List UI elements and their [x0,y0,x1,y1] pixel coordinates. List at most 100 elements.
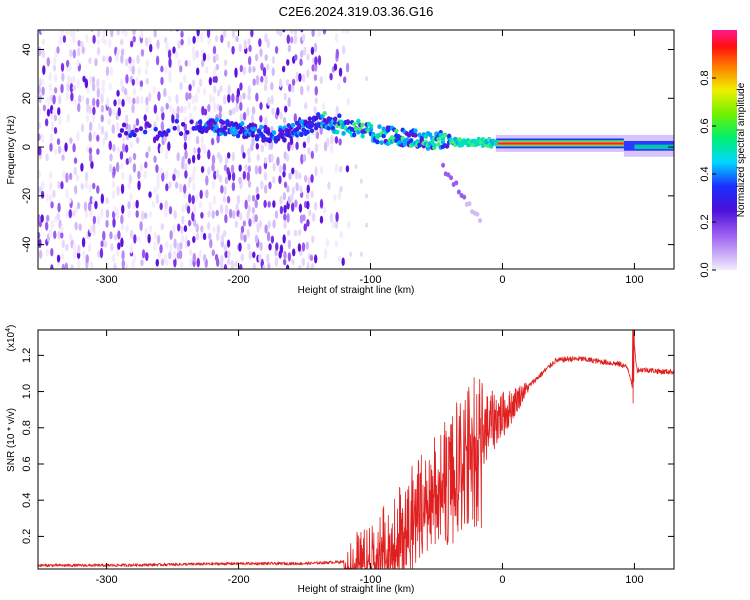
spectrogram-ridge-cell [368,123,374,129]
spectrogram-noise-cell [84,180,89,190]
spectrogram-noise-cell [319,215,324,224]
spectrogram-noise-cell [226,40,231,48]
spectrogram-noise-cell [44,221,49,231]
spectrogram-noise-cell [200,135,204,145]
spectrogram-noise-cell [283,220,287,229]
spectrogram-noise-cell [76,131,80,142]
spectrogram-noise-cell [165,240,169,249]
spectrogram-tail-cell [478,218,483,224]
spectrogram-noise-cell [136,54,140,65]
spectrogram-noise-cell [38,214,41,223]
spectrogram-noise-cell [243,39,247,50]
spectrogram-ridge-cell [417,142,422,148]
spectrogram-noise-cell [96,87,101,99]
spectrogram-ridge-cell [189,119,194,125]
spectrogram-y-tick-label: -40 [21,237,33,253]
spectrogram-noise-cell [121,171,125,180]
spectrogram-noise-cell [207,104,211,112]
spectrogram-noise-cell [153,30,157,38]
spectrogram-noise-cell [52,94,56,105]
spectrogram-noise-cell [139,80,144,87]
spectrogram-noise-cell [212,55,217,64]
spectrogram-noise-cell [41,180,45,191]
spectrogram-ridge-cell [280,131,285,137]
spectrogram-noise-cell [302,214,306,222]
spectrogram-noise-cell [53,215,58,223]
spectrogram-noise-cell [188,176,192,184]
spectrogram-noise-cell [297,229,302,236]
spectrogram-noise-cell [301,33,306,42]
spectrogram-noise-cell [96,78,100,89]
spectrogram-noise-cell [263,157,268,164]
spectrogram-ridge-cell [164,132,169,137]
spectrogram-noise-cell [97,250,101,258]
spectrogram-ridge-cell [446,133,452,139]
spectrogram-noise-cell [97,122,102,130]
spectrogram-noise-cell [260,75,264,83]
spectrogram-noise-cell [286,59,290,66]
spectrogram-noise-cell [120,48,125,56]
spectrogram-noise-cell [70,92,74,102]
spectrogram-noise-cell [205,175,209,186]
spectrogram-noise-cell [53,114,58,122]
spectrogram-noise-cell [341,30,346,34]
spectrogram-noise-cell [94,200,98,210]
spectrogram-noise-cell [293,30,298,36]
snr-x-tick-label: 0 [499,574,505,586]
spectrogram-noise-cell [192,35,196,44]
spectrogram-noise-cell [239,113,244,122]
spectrogram-noise-cell [224,156,229,165]
snr-x-tick-label: 100 [625,574,643,586]
spectrogram-noise-cell [215,53,219,62]
spectrogram-noise-cell [38,220,42,228]
spectrogram-ridge-cell [335,129,340,135]
spectrogram-noise-cell [223,185,227,196]
spectrogram-noise-cell [160,106,164,114]
spectrogram-noise-cell [164,149,169,160]
spectrogram-noise-cell [186,205,191,214]
spectrogram-ridge-cell [123,130,129,136]
spectrogram-noise-cell [132,163,137,173]
spectrogram-noise-cell [109,153,113,162]
spectrogram-noise-cell [305,191,310,200]
spectrogram-ridge-cell [313,115,319,121]
spectrogram-noise-cell [172,249,177,260]
spectrogram-noise-cell [137,170,141,180]
spectrogram-noise-cell [40,30,44,34]
spectrogram-noise-cell [238,94,243,102]
colorbar-label: Normalized spectral amplitude [736,82,747,217]
spectrogram-noise-cell [305,241,310,251]
spectrogram-noise-cell [101,55,106,63]
spectrogram-noise-cell [231,171,236,182]
spectrogram-noise-cell [224,250,228,259]
spectrogram-y-tick-label: 20 [21,92,33,104]
spectrogram-noise-cell [74,206,78,215]
spectrogram-noise-cell [60,181,64,190]
spectrogram-noise-cell [174,181,179,189]
spectrogram-noise-cell [73,166,77,176]
spectrogram-noise-cell [145,151,149,159]
spectrogram-noise-cell [120,183,125,194]
spectrogram-noise-cell [247,194,251,203]
spectrogram-noise-cell [220,234,225,243]
spectrogram-noise-cell [300,153,304,165]
spectrogram-noise-cell [343,76,347,84]
spectrogram-noise-cell [216,89,221,97]
spectrogram-noise-cell [68,172,73,181]
spectrogram-noise-cell [180,38,184,46]
spectrogram-noise-cell [112,217,116,228]
spectrogram-noise-cell [96,215,101,225]
spectrogram-noise-cell [48,194,53,203]
spectrogram-noise-cell [259,48,263,58]
spectrogram-noise-cell [50,201,54,209]
spectrogram-noise-cell [38,106,41,117]
spectrogram-noise-cell [196,86,201,94]
spectrogram-noise-cell [140,210,145,221]
spectrogram-noise-cell [189,258,193,268]
spectrogram-noise-cell [127,201,131,210]
spectrogram-noise-cell [268,243,272,251]
spectrogram-noise-cell [45,153,49,162]
spectrogram-noise-cell [80,123,85,133]
spectrogram-noise-cell [113,206,117,213]
spectrogram-noise-cell [240,144,245,155]
